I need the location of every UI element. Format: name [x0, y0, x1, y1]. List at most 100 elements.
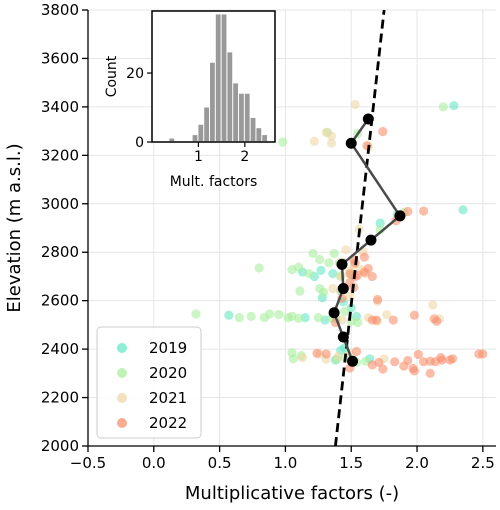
histogram-bar [192, 135, 198, 142]
scatter-point-2022 [321, 349, 331, 359]
scatter-point-2022 [413, 349, 423, 360]
scatter-point-2020 [438, 102, 448, 112]
y-tick-label: 3000 [41, 195, 79, 213]
x-tick-label: 0.0 [142, 454, 166, 472]
y-tick-label: 3600 [41, 49, 79, 67]
legend: 2019 2020 2021 2022 [96, 326, 202, 439]
scatter-point-2022 [351, 346, 362, 357]
scatter-point-2021 [297, 352, 308, 363]
y-tick-label: 3400 [41, 98, 79, 116]
scatter-point-2019 [449, 101, 459, 111]
scatter-point-2022 [367, 271, 377, 282]
scatter-point-2019 [458, 205, 468, 215]
mean-profile-point [328, 307, 340, 319]
x-axis-label: Multiplicative factors (-) [185, 483, 399, 504]
legend-label-2020: 2020 [149, 364, 187, 382]
histogram-bar [233, 83, 239, 142]
inset-y-tick-label: 20 [126, 66, 144, 82]
scatter-point-2022 [372, 294, 383, 305]
scatter-point-2020 [324, 258, 334, 268]
mean-profile-point [394, 210, 406, 222]
scatter-point-2020 [340, 306, 350, 317]
scatter-point-2021 [382, 310, 392, 320]
scatter-point-2020 [246, 311, 256, 322]
y-tick-label: 2400 [41, 340, 79, 358]
legend-box [96, 326, 202, 439]
histogram-bar [221, 14, 227, 142]
scatter-point-2020 [295, 286, 305, 296]
scatter-point-2022 [378, 126, 388, 137]
scatter-point-2020 [288, 354, 298, 364]
scatter-point-2021 [428, 300, 438, 310]
legend-label-2019: 2019 [149, 339, 187, 357]
x-tick-label: 2.0 [405, 454, 429, 472]
inset-y-tick-label: 0 [135, 135, 144, 151]
histogram-bar [227, 52, 233, 142]
scatter-point-2022 [437, 355, 447, 365]
mean-profile-point [362, 113, 374, 125]
scatter-point-2019 [316, 265, 326, 275]
scatter-point-2020 [191, 309, 201, 319]
scatter-point-2022 [399, 361, 409, 371]
scatter-point-2020 [259, 313, 269, 323]
y-tick-label: 2000 [41, 437, 79, 455]
mean-profile-point [365, 234, 377, 246]
scatter-point-2022 [419, 357, 429, 367]
mean-profile [328, 113, 406, 367]
scatter-point-2020 [304, 268, 314, 279]
scatter-point-2019 [328, 268, 338, 279]
mean-profile-point [336, 258, 348, 270]
scatter-point-2022 [478, 349, 488, 359]
scatter-point-2021 [326, 131, 337, 141]
mean-profile-point [337, 331, 349, 343]
regression-line [334, 9, 386, 447]
scatter-point-2022 [359, 252, 369, 262]
x-tick-label: 0.5 [208, 454, 232, 472]
scatter-point-2022 [432, 316, 442, 326]
scatter-point-2022 [425, 356, 435, 366]
scatter-point-2020 [287, 311, 297, 322]
legend-marker-2019 [117, 343, 127, 353]
histogram-bar [204, 107, 210, 142]
x-tick-label: −0.5 [70, 454, 106, 472]
inset-x-tick-label: 2 [240, 149, 249, 165]
scatter-point-2021 [326, 138, 337, 148]
y-tick-label: 2800 [41, 243, 79, 261]
scatter-point-2020 [329, 248, 339, 259]
scatter-point-2022 [408, 363, 418, 374]
legend-marker-2021 [117, 393, 127, 403]
scatter-point-2022 [419, 206, 429, 216]
scatter-point-2019 [375, 218, 385, 228]
scatter-point-2019 [224, 310, 234, 320]
scatter-point-2020 [313, 313, 323, 323]
histogram-bar [244, 93, 250, 142]
histogram-bar [250, 117, 256, 142]
main-axes [87, 10, 496, 447]
scatter-point-2022 [409, 310, 419, 320]
y-tick-label: 3800 [41, 1, 79, 19]
y-tick-label: 2600 [41, 292, 79, 310]
legend-marker-2022 [117, 418, 127, 428]
scatter-point-2022 [388, 315, 398, 325]
scatter-point-2022 [367, 360, 377, 370]
main-grid [87, 9, 496, 447]
inset-x-tick-label: 1 [194, 149, 203, 165]
scatter-point-2020 [234, 313, 244, 323]
mean-profile-point [345, 137, 357, 149]
scatter-point-2021 [333, 351, 343, 361]
mean-profile-point [337, 283, 349, 295]
y-tick-label: 3200 [41, 146, 79, 164]
main-ticks: −0.5 0.0 0.5 1.0 1.5 2.0 2.5200022002400260028… [41, 1, 495, 472]
regression-dashed-line [334, 9, 386, 447]
scatter-point-2020 [287, 265, 297, 275]
histogram-bar [215, 14, 221, 142]
scatter-point-2021 [350, 99, 360, 110]
y-axis-label: Elevation (m a.s.l.) [4, 143, 25, 312]
scatter-point-2022 [390, 357, 400, 367]
histogram-bar [256, 128, 262, 142]
scatter-point-2020 [353, 317, 363, 328]
scatter-point-2020 [308, 248, 318, 259]
histogram-bar [198, 124, 204, 142]
mean-profile-point [347, 355, 359, 367]
